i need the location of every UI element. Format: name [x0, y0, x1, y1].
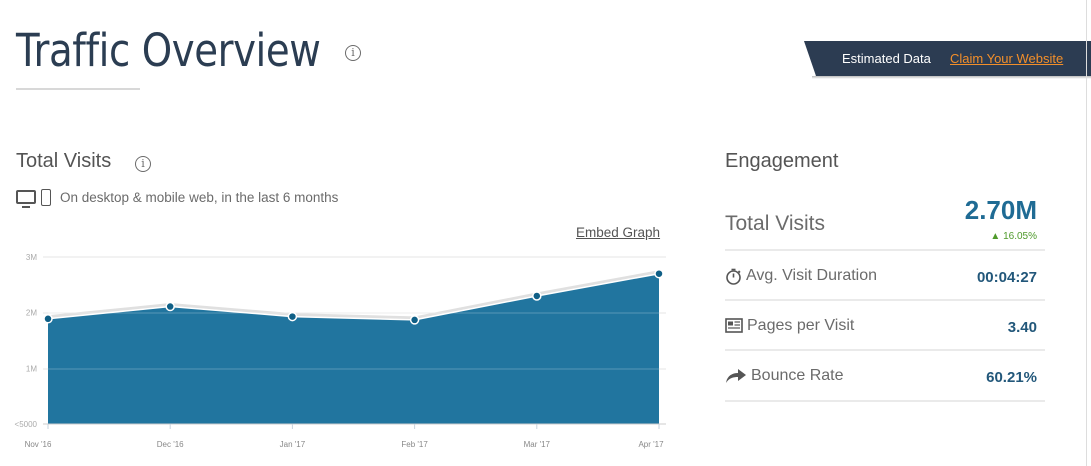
- svg-text:2M: 2M: [26, 309, 37, 318]
- engagement-total-visits-row: Total Visits 2.70M ▲ 16.05%: [725, 190, 1045, 251]
- engagement-title: Engagement: [725, 150, 839, 172]
- bounce-arrow-icon: [726, 369, 746, 383]
- claim-website-link[interactable]: Claim Your Website: [950, 51, 1064, 66]
- embed-graph-link[interactable]: Embed Graph: [576, 225, 661, 240]
- svg-text:Nov '16: Nov '16: [25, 440, 52, 449]
- page-scrollbar-edge: [1086, 0, 1087, 466]
- data-point[interactable]: [654, 268, 664, 279]
- x-axis-ticks: [47, 424, 660, 429]
- mobile-icon: [41, 188, 51, 206]
- info-icon[interactable]: i: [135, 156, 151, 172]
- svg-text:Feb '17: Feb '17: [401, 440, 428, 449]
- metric-label: Bounce Rate: [751, 367, 844, 384]
- data-point[interactable]: [165, 301, 175, 312]
- pages-icon: [725, 318, 743, 333]
- metric-value: 3.40: [1007, 319, 1037, 336]
- data-point[interactable]: [287, 311, 298, 322]
- metric-row-pages-per-visit: Pages per Visit 3.40: [725, 301, 1045, 351]
- metric-row-avg-visit-duration: Avg. Visit Duration 00:04:27: [725, 251, 1045, 301]
- svg-text:<5000: <5000: [15, 420, 38, 429]
- banner-shadow: [812, 76, 1091, 79]
- metric-row-bounce-rate: Bounce Rate 60.21%: [725, 351, 1045, 402]
- x-axis-labels: Nov '16 Dec '16 Jan '17 Feb '17 Mar '17 Apr '…: [25, 440, 665, 449]
- title-underline: [16, 88, 140, 90]
- estimated-data-label: Estimated Data: [842, 51, 931, 66]
- device-filter-row: On desktop & mobile web, in the last 6 m…: [16, 187, 339, 208]
- svg-text:Dec '16: Dec '16: [157, 440, 184, 449]
- svg-text:3M: 3M: [26, 253, 37, 262]
- metric-label: Avg. Visit Duration: [746, 267, 878, 284]
- device-subtitle: On desktop & mobile web, in the last 6 m…: [60, 189, 339, 205]
- page-title: Traffic Overview: [16, 24, 321, 77]
- data-points[interactable]: [43, 268, 664, 325]
- svg-text:Jan '17: Jan '17: [280, 440, 306, 449]
- total-visits-chart[interactable]: <5000 1M 2M 3M Nov '16 Dec '16 Jan '17 Feb '17…: [0, 240, 680, 466]
- data-point[interactable]: [43, 314, 53, 324]
- total-visits-value: 2.70M: [964, 195, 1037, 225]
- metric-value: 00:04:27: [976, 269, 1037, 286]
- svg-text:1M: 1M: [26, 364, 37, 373]
- area-top-line: [47, 272, 660, 321]
- stopwatch-icon: [726, 268, 741, 285]
- metric-label: Pages per Visit: [747, 317, 855, 334]
- metric-value: 60.21%: [986, 369, 1037, 386]
- data-point[interactable]: [409, 315, 420, 325]
- info-icon[interactable]: i: [345, 45, 361, 61]
- svg-text:Apr '17: Apr '17: [638, 440, 664, 449]
- svg-text:Mar '17: Mar '17: [524, 440, 551, 449]
- total-visits-change: ▲ 16.05%: [990, 231, 1037, 242]
- desktop-icon: [16, 190, 36, 208]
- data-point[interactable]: [532, 291, 542, 301]
- y-axis-labels: <5000 1M 2M 3M: [15, 253, 38, 429]
- total-visits-label: Total Visits: [725, 212, 825, 235]
- estimated-data-banner: [804, 41, 1091, 76]
- area-series: [48, 273, 659, 424]
- chevron-up-icon: ▲: [990, 231, 1001, 242]
- area-outline: [47, 270, 660, 321]
- total-visits-title: Total Visits: [16, 150, 112, 172]
